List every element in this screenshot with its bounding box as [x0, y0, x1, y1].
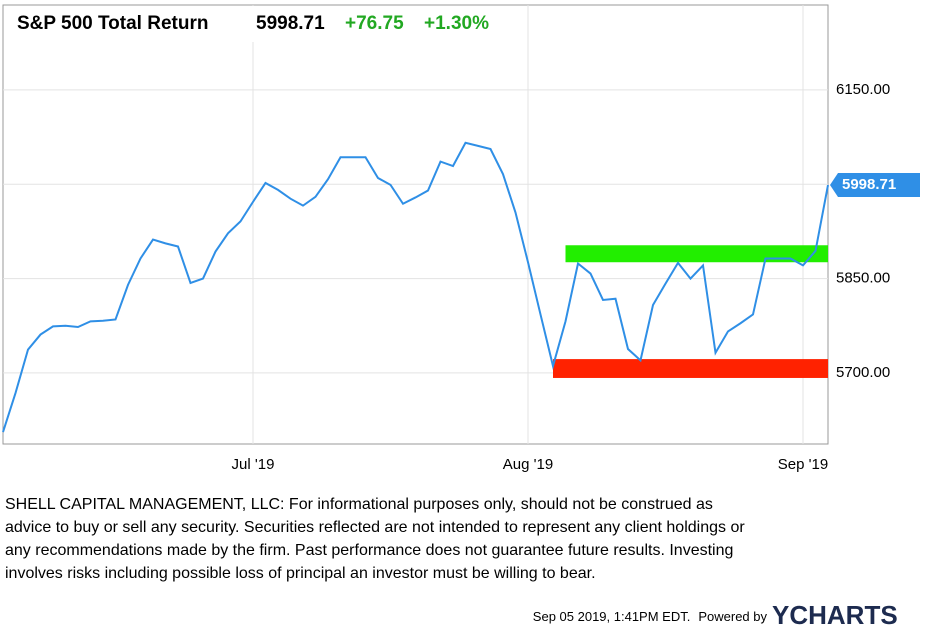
- x-tick-label: Aug '19: [503, 456, 553, 473]
- price-line: [2, 141, 829, 433]
- disclaimer-line: any recommendations made by the firm. Pa…: [5, 542, 733, 559]
- band: [553, 359, 828, 378]
- disclaimer-line: SHELL CAPITAL MANAGEMENT, LLC: For infor…: [5, 496, 713, 513]
- header-box: [5, 6, 510, 42]
- timestamp: Sep 05 2019, 1:41PM EDT. Powered by: [533, 609, 768, 624]
- y-tick-label: 6150.00: [836, 81, 890, 98]
- y-tick-label: 5850.00: [836, 270, 890, 287]
- x-tick-label: Sep '19: [778, 456, 828, 473]
- timestamp-text: Sep 05 2019, 1:41PM EDT.: [533, 609, 691, 624]
- chart-title: S&P 500 Total Return: [17, 13, 208, 34]
- brand: YCHARTS: [772, 600, 898, 630]
- x-tick-label: Jul '19: [232, 456, 275, 473]
- change: +76.75: [345, 13, 404, 34]
- disclaimer-line: advice to buy or sell any security. Secu…: [5, 519, 745, 536]
- price: 5998.71: [256, 13, 325, 34]
- last-value-tag: [830, 173, 920, 198]
- y-tick-label: 5700.00: [836, 364, 890, 381]
- band: [565, 245, 828, 263]
- disclaimer-line: involves risks including possible loss o…: [5, 565, 596, 582]
- plot-frame: [2, 4, 829, 445]
- change-percent: +1.30%: [424, 13, 489, 34]
- last-value-label: 5998.71: [842, 176, 896, 193]
- powered-by: Powered by: [698, 609, 767, 624]
